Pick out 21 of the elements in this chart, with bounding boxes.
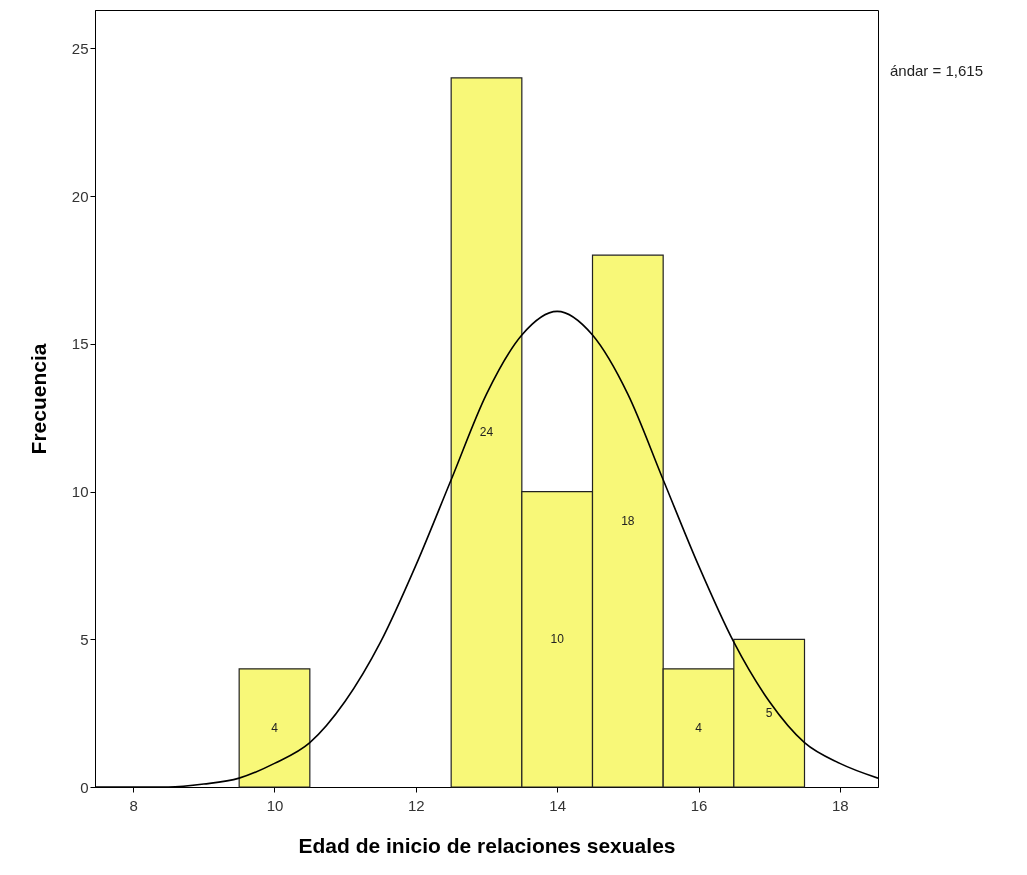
x-tick-label: 12 — [407, 796, 425, 814]
y-tick-label: 20 — [71, 187, 89, 205]
y-tick-label: 25 — [71, 39, 89, 57]
data-label: 4 — [271, 720, 279, 735]
data-label: 5 — [765, 706, 773, 721]
data-label: 10 — [550, 632, 565, 647]
x-tick-label: 10 — [266, 796, 284, 814]
y-axis-title: Frecuencia — [26, 343, 50, 455]
data-label: 18 — [621, 514, 635, 529]
y-tick-label: 10 — [71, 483, 89, 501]
y-tick-label: 0 — [80, 778, 89, 796]
y-tick-label: 5 — [80, 630, 89, 648]
x-tick-label: 18 — [832, 796, 849, 814]
text: ándar = 1,615 — [890, 62, 983, 79]
x-tick-label: 8 — [129, 796, 138, 814]
data-label: 4 — [695, 720, 703, 735]
x-tick-label: 14 — [549, 796, 567, 814]
y-tick-label: 15 — [71, 335, 89, 353]
data-label: 24 — [479, 425, 494, 440]
x-tick-label: 16 — [690, 796, 708, 814]
x-axis-title: Edad de inicio de relaciones sexuales — [298, 833, 676, 857]
